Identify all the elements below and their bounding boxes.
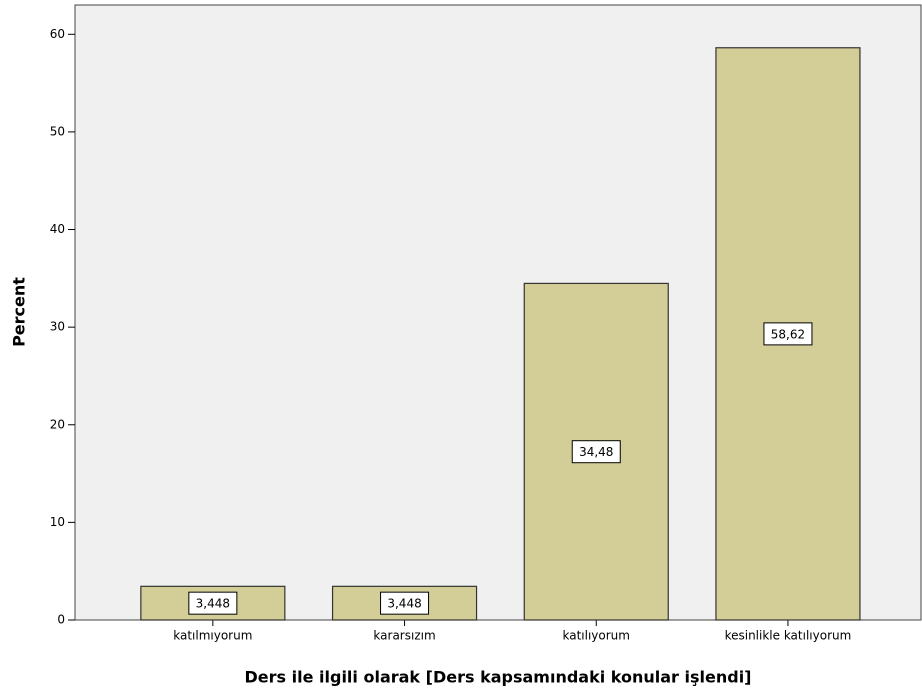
x-tick-label: kararsızım bbox=[373, 629, 435, 643]
y-tick-label: 50 bbox=[50, 124, 65, 138]
x-tick-label: katılmıyorum bbox=[173, 629, 252, 643]
y-tick-label: 0 bbox=[57, 613, 65, 627]
y-tick-label: 20 bbox=[50, 417, 65, 431]
value-label-box bbox=[571, 440, 621, 464]
x-tick-label: katılıyorum bbox=[563, 629, 630, 643]
x-axis-title: Ders ile ilgili olarak [Ders kapsamındak… bbox=[245, 668, 752, 687]
y-axis-title: Percent bbox=[10, 277, 29, 347]
value-label: 34,48 bbox=[579, 445, 613, 459]
y-tick-label: 30 bbox=[50, 320, 65, 334]
x-tick-label: kesinlikle katılıyorum bbox=[725, 629, 852, 643]
value-label: 3,448 bbox=[387, 597, 421, 611]
value-label-box bbox=[380, 591, 430, 615]
y-tick-label: 10 bbox=[50, 515, 65, 529]
y-tick-label: 60 bbox=[50, 27, 65, 41]
y-tick-label: 40 bbox=[50, 222, 65, 236]
value-label-box bbox=[763, 322, 813, 346]
value-label: 58,62 bbox=[771, 327, 805, 341]
value-label: 3,448 bbox=[196, 597, 230, 611]
value-label-box bbox=[188, 591, 238, 615]
